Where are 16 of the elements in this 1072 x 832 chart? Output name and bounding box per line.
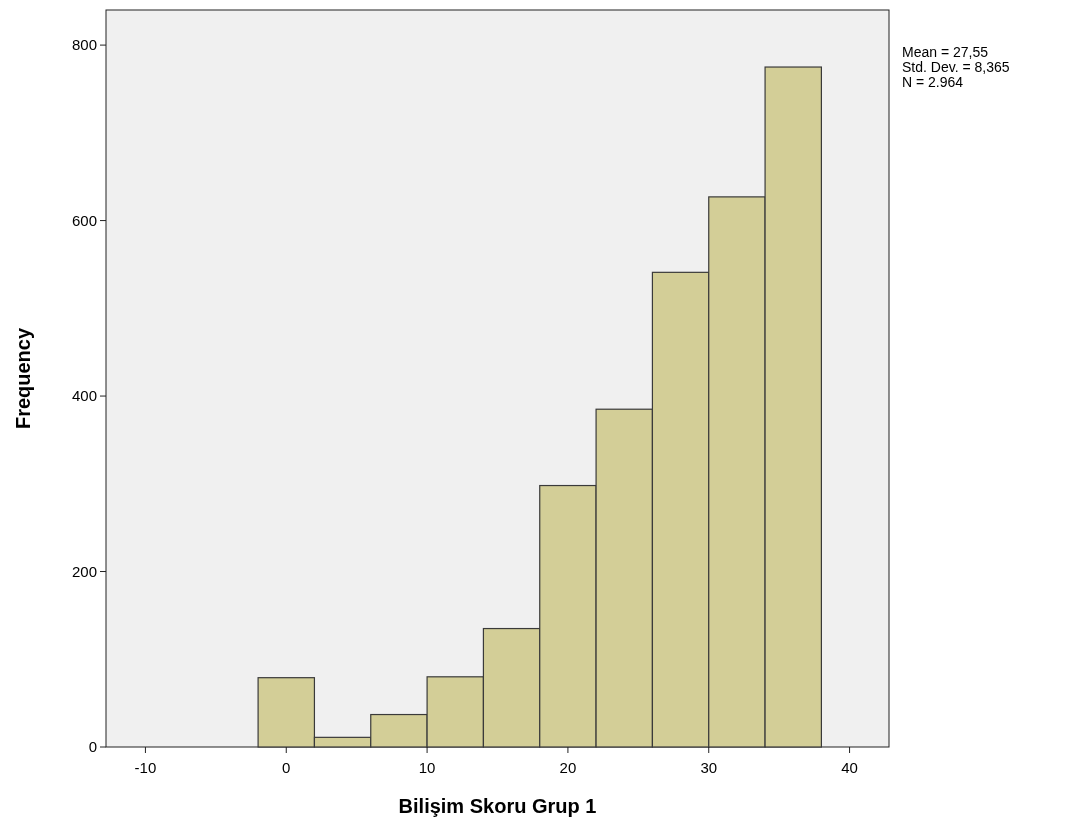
text: Std. Dev. = 8,365 [902, 59, 1010, 75]
x-tick-label: 20 [559, 759, 577, 776]
y-tick-label: 400 [71, 387, 97, 405]
y-tick-label: 0 [88, 738, 97, 755]
x-axis-title: Bilişim Skoru Grup 1 [398, 795, 597, 817]
y-tick-label: 800 [71, 36, 97, 54]
y-axis-title: Frequency [12, 327, 34, 430]
x-tick-label: -10 [134, 759, 157, 776]
x-tick-label: 0 [282, 759, 291, 776]
y-tick-label: 600 [71, 211, 97, 229]
x-tick-label: 30 [700, 759, 718, 776]
text: N = 2.964 [902, 74, 964, 90]
x-tick-label: 10 [418, 759, 436, 776]
text: Mean = 27,55 [902, 44, 989, 60]
x-tick-label: 40 [841, 759, 858, 776]
y-tick-label: 200 [71, 562, 97, 580]
